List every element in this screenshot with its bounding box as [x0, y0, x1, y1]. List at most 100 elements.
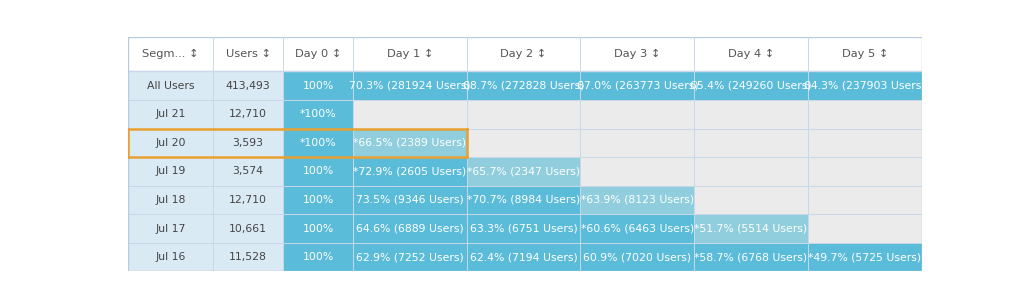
- FancyBboxPatch shape: [213, 128, 283, 157]
- Text: *100%: *100%: [300, 138, 336, 148]
- Text: 64.3% (237903 Users): 64.3% (237903 Users): [804, 81, 926, 91]
- FancyBboxPatch shape: [694, 71, 808, 100]
- Text: *65.7% (2347 Users): *65.7% (2347 Users): [467, 167, 581, 176]
- Text: 100%: 100%: [302, 195, 334, 205]
- Text: *58.7% (6768 Users): *58.7% (6768 Users): [694, 252, 808, 262]
- Text: 3,574: 3,574: [232, 167, 263, 176]
- FancyBboxPatch shape: [283, 214, 353, 243]
- FancyBboxPatch shape: [128, 214, 213, 243]
- Text: Day 3 ↕: Day 3 ↕: [614, 49, 660, 59]
- Text: *66.5% (2389 Users): *66.5% (2389 Users): [353, 138, 467, 148]
- FancyBboxPatch shape: [808, 157, 922, 186]
- Text: Day 1 ↕: Day 1 ↕: [387, 49, 433, 59]
- FancyBboxPatch shape: [213, 157, 283, 186]
- Text: Day 5 ↕: Day 5 ↕: [842, 49, 888, 59]
- Text: 100%: 100%: [302, 167, 334, 176]
- Text: 64.6% (6889 Users): 64.6% (6889 Users): [356, 224, 464, 234]
- Text: *63.9% (8123 Users): *63.9% (8123 Users): [581, 195, 694, 205]
- Text: 73.5% (9346 Users): 73.5% (9346 Users): [356, 195, 464, 205]
- FancyBboxPatch shape: [808, 243, 922, 271]
- FancyBboxPatch shape: [283, 128, 353, 157]
- Text: 413,493: 413,493: [225, 81, 270, 91]
- Text: 70.3% (281924 Users): 70.3% (281924 Users): [349, 81, 471, 91]
- FancyBboxPatch shape: [467, 71, 581, 100]
- Text: *49.7% (5725 Users): *49.7% (5725 Users): [808, 252, 922, 262]
- FancyBboxPatch shape: [808, 71, 922, 100]
- FancyBboxPatch shape: [467, 243, 581, 271]
- Text: *70.7% (8984 Users): *70.7% (8984 Users): [467, 195, 581, 205]
- Text: 100%: 100%: [302, 224, 334, 234]
- Text: 63.3% (6751 Users): 63.3% (6751 Users): [470, 224, 578, 234]
- Text: 65.4% (249260 Users): 65.4% (249260 Users): [690, 81, 812, 91]
- FancyBboxPatch shape: [467, 186, 581, 214]
- Text: *100%: *100%: [300, 109, 336, 119]
- FancyBboxPatch shape: [128, 186, 213, 214]
- FancyBboxPatch shape: [213, 243, 283, 271]
- Text: 67.0% (263773 Users): 67.0% (263773 Users): [577, 81, 698, 91]
- FancyBboxPatch shape: [581, 186, 694, 214]
- FancyBboxPatch shape: [353, 214, 467, 243]
- Text: Day 0 ↕: Day 0 ↕: [295, 49, 341, 59]
- FancyBboxPatch shape: [353, 71, 467, 100]
- FancyBboxPatch shape: [213, 100, 283, 128]
- FancyBboxPatch shape: [128, 157, 213, 186]
- FancyBboxPatch shape: [283, 157, 353, 186]
- Text: All Users: All Users: [146, 81, 195, 91]
- FancyBboxPatch shape: [128, 100, 213, 128]
- FancyBboxPatch shape: [213, 214, 283, 243]
- Text: Day 2 ↕: Day 2 ↕: [501, 49, 547, 59]
- FancyBboxPatch shape: [581, 128, 694, 157]
- Text: 12,710: 12,710: [229, 195, 267, 205]
- Text: *51.7% (5514 Users): *51.7% (5514 Users): [694, 224, 808, 234]
- FancyBboxPatch shape: [694, 157, 808, 186]
- FancyBboxPatch shape: [581, 157, 694, 186]
- FancyBboxPatch shape: [353, 243, 467, 271]
- Text: 100%: 100%: [302, 81, 334, 91]
- Text: 62.9% (7252 Users): 62.9% (7252 Users): [356, 252, 464, 262]
- FancyBboxPatch shape: [128, 128, 213, 157]
- FancyBboxPatch shape: [581, 71, 694, 100]
- FancyBboxPatch shape: [581, 243, 694, 271]
- FancyBboxPatch shape: [353, 37, 467, 71]
- FancyBboxPatch shape: [283, 186, 353, 214]
- Text: Jul 20: Jul 20: [156, 138, 185, 148]
- FancyBboxPatch shape: [353, 186, 467, 214]
- Text: 100%: 100%: [302, 252, 334, 262]
- Text: Jul 21: Jul 21: [156, 109, 185, 119]
- FancyBboxPatch shape: [694, 100, 808, 128]
- FancyBboxPatch shape: [694, 214, 808, 243]
- Text: Day 4 ↕: Day 4 ↕: [728, 49, 774, 59]
- Text: Jul 18: Jul 18: [156, 195, 185, 205]
- FancyBboxPatch shape: [467, 214, 581, 243]
- FancyBboxPatch shape: [581, 100, 694, 128]
- Text: 11,528: 11,528: [229, 252, 267, 262]
- FancyBboxPatch shape: [467, 128, 581, 157]
- FancyBboxPatch shape: [283, 37, 353, 71]
- Text: Segm... ↕: Segm... ↕: [142, 49, 199, 59]
- Text: Jul 16: Jul 16: [156, 252, 185, 262]
- FancyBboxPatch shape: [694, 243, 808, 271]
- FancyBboxPatch shape: [581, 37, 694, 71]
- FancyBboxPatch shape: [467, 157, 581, 186]
- FancyBboxPatch shape: [128, 37, 213, 71]
- Text: *72.9% (2605 Users): *72.9% (2605 Users): [353, 167, 467, 176]
- FancyBboxPatch shape: [353, 100, 467, 128]
- FancyBboxPatch shape: [808, 186, 922, 214]
- FancyBboxPatch shape: [353, 157, 467, 186]
- FancyBboxPatch shape: [694, 37, 808, 71]
- FancyBboxPatch shape: [694, 186, 808, 214]
- Text: Users ↕: Users ↕: [225, 49, 270, 59]
- FancyBboxPatch shape: [808, 37, 922, 71]
- Text: Jul 19: Jul 19: [156, 167, 185, 176]
- Text: 3,593: 3,593: [232, 138, 263, 148]
- FancyBboxPatch shape: [581, 214, 694, 243]
- FancyBboxPatch shape: [213, 186, 283, 214]
- Text: 68.7% (272828 Users): 68.7% (272828 Users): [463, 81, 585, 91]
- Text: 10,661: 10,661: [229, 224, 267, 234]
- FancyBboxPatch shape: [283, 243, 353, 271]
- FancyBboxPatch shape: [128, 243, 213, 271]
- FancyBboxPatch shape: [467, 100, 581, 128]
- FancyBboxPatch shape: [808, 214, 922, 243]
- Text: 12,710: 12,710: [229, 109, 267, 119]
- FancyBboxPatch shape: [213, 37, 283, 71]
